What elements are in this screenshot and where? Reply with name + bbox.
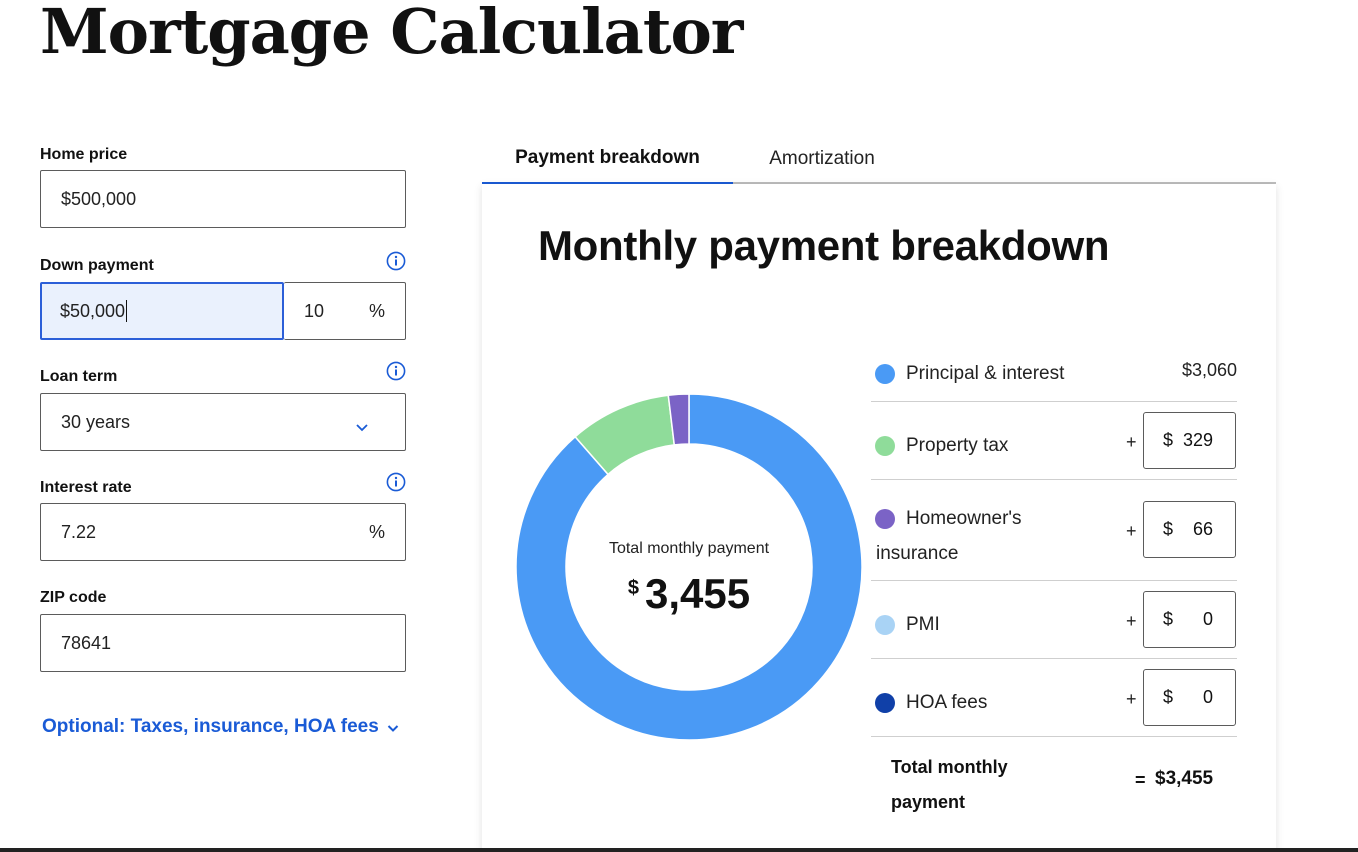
interest-rate-info-icon[interactable] xyxy=(386,472,406,492)
legend-label: HOA fees xyxy=(906,692,988,713)
interest-rate-value: 7.22 xyxy=(61,521,97,542)
zip-code-value: 78641 xyxy=(61,632,112,653)
breakdown-title: Monthly payment breakdown xyxy=(538,222,1110,269)
currency-symbol: $ xyxy=(1163,519,1174,539)
legend-label: PMI xyxy=(906,614,940,635)
home-price-input[interactable]: $500,000 xyxy=(40,170,406,228)
property-tax-value: 329 xyxy=(1182,430,1213,450)
legend-dot xyxy=(875,509,895,529)
hoa-fees-value: 0 xyxy=(1202,687,1213,707)
chevron-down-icon xyxy=(355,416,369,437)
legend-label: Homeowner's insurance xyxy=(876,508,1022,564)
home-price-label: Home price xyxy=(40,146,128,163)
plus-sign: + xyxy=(1126,432,1137,452)
donut-center-value: $3,455 xyxy=(564,570,814,618)
legend-dot xyxy=(875,436,895,456)
currency-symbol: $ xyxy=(1163,609,1174,629)
equals-sign: = xyxy=(1135,770,1146,790)
legend-label: Property tax xyxy=(906,435,1009,456)
donut-slice-principal-interest xyxy=(515,393,863,741)
zip-code-input[interactable]: 78641 xyxy=(40,614,406,672)
optional-fees-label: Optional: Taxes, insurance, HOA fees xyxy=(42,716,379,737)
pmi-input[interactable]: $ 0 xyxy=(1143,591,1236,648)
donut-slice-homeowner-s-insurance xyxy=(667,393,690,446)
text-cursor xyxy=(126,300,128,322)
divider xyxy=(871,658,1237,659)
optional-fees-link[interactable]: Optional: Taxes, insurance, HOA fees xyxy=(42,716,399,738)
percent-symbol: % xyxy=(368,521,385,542)
currency-symbol: $ xyxy=(627,577,639,599)
page-title: Mortgage Calculator xyxy=(40,0,743,68)
down-payment-amount-input[interactable]: $50,000 xyxy=(40,282,284,340)
down-payment-percent-value: 10 xyxy=(304,300,325,321)
loan-term-label: Loan term xyxy=(40,368,118,385)
loan-term-value: 30 years xyxy=(61,411,131,432)
legend-dot xyxy=(875,364,895,384)
down-payment-amount-value: $50,000 xyxy=(60,300,126,321)
tab-bar: Payment breakdown Amortization xyxy=(482,134,1276,186)
homeowners-insurance-value: 66 xyxy=(1192,519,1213,539)
plus-sign: + xyxy=(1126,611,1137,631)
interest-rate-label: Interest rate xyxy=(40,479,132,496)
property-tax-input[interactable]: $ 329 xyxy=(1143,412,1236,469)
legend-dot xyxy=(875,615,895,635)
hoa-fees-input[interactable]: $ 0 xyxy=(1143,669,1236,726)
divider xyxy=(871,580,1237,581)
window-bottom-edge xyxy=(0,848,1358,852)
total-monthly-payment-label: Total monthly payment xyxy=(891,757,1008,812)
currency-symbol: $ xyxy=(1163,430,1174,450)
down-payment-percent-input[interactable]: 10 % xyxy=(284,282,406,340)
plus-sign: + xyxy=(1126,521,1137,541)
percent-symbol: % xyxy=(368,300,385,321)
principal-interest-amount: $3,060 xyxy=(1181,360,1237,380)
total-amount: 3,455 xyxy=(645,570,751,617)
payment-breakdown-card: Monthly payment breakdown Total monthly … xyxy=(482,184,1276,852)
chevron-down-icon xyxy=(387,716,399,738)
divider xyxy=(871,479,1237,480)
pmi-value: 0 xyxy=(1202,609,1213,629)
plus-sign: + xyxy=(1126,689,1137,709)
homeowners-insurance-input[interactable]: $ 66 xyxy=(1143,501,1236,558)
zip-code-label: ZIP code xyxy=(40,589,107,606)
divider xyxy=(871,736,1237,737)
donut-center-label: Total monthly payment xyxy=(608,540,770,557)
home-price-value: $500,000 xyxy=(61,188,137,209)
loan-term-select[interactable]: 30 years xyxy=(40,393,406,451)
tab-amortization[interactable]: Amortization xyxy=(769,148,875,169)
loan-term-info-icon[interactable] xyxy=(386,361,406,381)
legend-dot xyxy=(875,693,895,713)
legend-label: Principal & interest xyxy=(906,363,1065,384)
interest-rate-input[interactable]: 7.22 % xyxy=(40,503,406,561)
currency-symbol: $ xyxy=(1163,687,1174,707)
divider xyxy=(871,401,1237,402)
total-monthly-payment-amount: $3,455 xyxy=(1155,768,1214,789)
down-payment-label: Down payment xyxy=(40,257,154,274)
tab-payment-breakdown[interactable]: Payment breakdown xyxy=(482,134,733,186)
donut-chart xyxy=(515,393,863,741)
down-payment-info-icon[interactable] xyxy=(386,251,406,271)
